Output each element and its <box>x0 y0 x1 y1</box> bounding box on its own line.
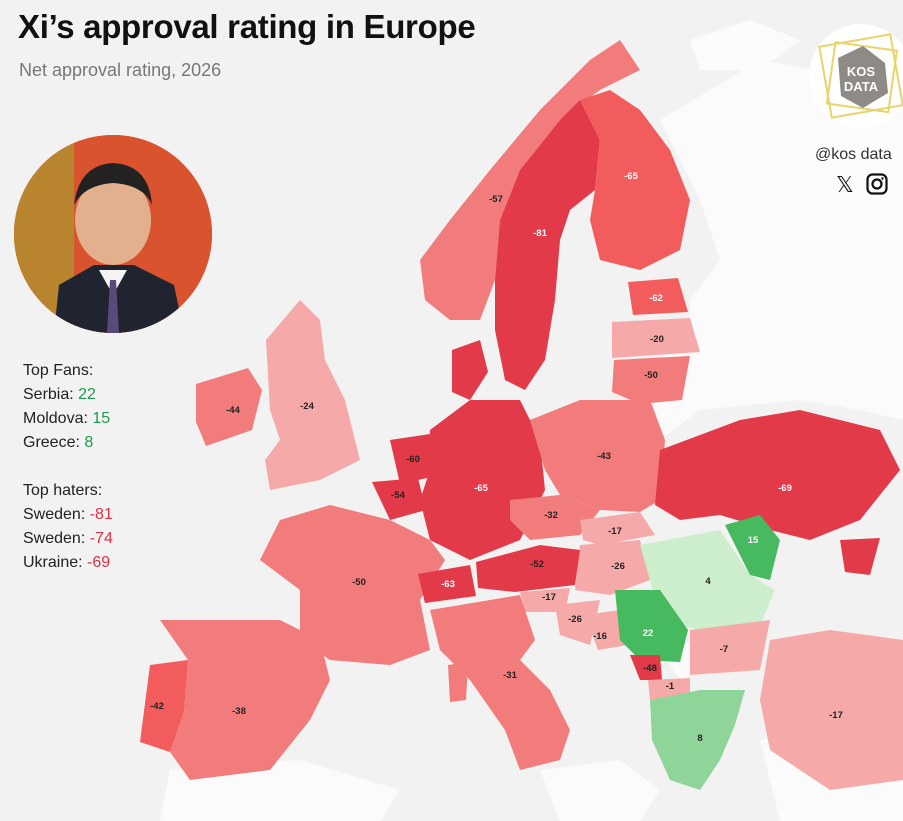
region-italy <box>430 595 570 770</box>
haters-heading: Top haters: <box>23 482 103 499</box>
label-czechia: -32 <box>544 510 558 521</box>
region-latvia <box>612 318 700 358</box>
region-estonia <box>628 278 688 315</box>
label-bulgaria: -7 <box>720 644 728 655</box>
label-norway: -57 <box>489 194 503 205</box>
label-serbia: 22 <box>643 628 654 639</box>
region-poland <box>530 400 665 512</box>
label-romania: 4 <box>705 576 711 587</box>
label-slovenia: -17 <box>542 592 556 603</box>
svg-text:DATA: DATA <box>844 79 879 94</box>
region-serbia <box>615 590 688 662</box>
region-lithuania <box>612 356 690 404</box>
label-france: -50 <box>352 577 366 588</box>
region-denmark <box>452 340 488 400</box>
region-crimea <box>840 538 880 575</box>
credit-handle: @kos data <box>815 146 892 163</box>
region-hungary <box>575 540 650 595</box>
region-sweden <box>495 100 600 390</box>
label-ireland: -44 <box>226 405 240 416</box>
label-greece: 8 <box>697 733 702 744</box>
hater-row: Sweden: -74 <box>23 530 113 547</box>
region-switzerland <box>418 565 476 603</box>
page-title: Xi’s approval rating in Europe <box>18 8 476 45</box>
label-bosnia: -16 <box>593 631 607 642</box>
label-sweden: -81 <box>533 228 547 239</box>
hater-row: Ukraine: -69 <box>23 554 111 571</box>
region-sardinia <box>448 662 468 702</box>
region-bulgaria <box>690 620 770 675</box>
label-estonia: -62 <box>649 293 663 304</box>
region-ireland <box>196 368 262 446</box>
region-turkey <box>760 630 903 790</box>
label-finland: -65 <box>624 171 638 182</box>
region-czechia <box>510 495 600 540</box>
region-moldova <box>725 515 780 580</box>
label-slovakia: -17 <box>608 526 622 537</box>
label-montenegro: -48 <box>643 663 657 674</box>
label-lithuania: -50 <box>644 370 658 381</box>
region-montenegro <box>630 655 662 680</box>
portrait-photo <box>14 135 212 333</box>
legend: Top Fans: Serbia: 22 Moldova: 15 Greece:… <box>23 359 113 575</box>
label-portugal: -42 <box>150 701 164 712</box>
region-croatia <box>555 600 600 645</box>
label-switzerland: -63 <box>441 579 455 590</box>
label-moldova: 15 <box>748 535 759 546</box>
label-germany: -65 <box>474 483 488 494</box>
label-latvia: -20 <box>650 334 664 345</box>
label-uk: -24 <box>300 401 314 412</box>
region-spain <box>160 620 330 780</box>
label-italy: -31 <box>503 670 517 681</box>
region-portugal <box>140 660 188 752</box>
social-icons: 𝕏 <box>836 172 894 198</box>
region-norway <box>420 40 640 320</box>
region-netherlands <box>390 434 436 484</box>
region-greece <box>650 690 745 790</box>
label-turkey: -17 <box>829 710 843 721</box>
label-croatia: -26 <box>568 614 582 625</box>
page-subtitle: Net approval rating, 2026 <box>19 60 222 80</box>
svg-text:KOS: KOS <box>847 64 876 79</box>
x-icon[interactable]: 𝕏 <box>836 172 854 197</box>
region-bosnia <box>585 610 628 650</box>
region-ukraine <box>655 410 900 540</box>
fan-row: Moldova: 15 <box>23 410 111 427</box>
kos-data-logo: KOS DATA <box>809 24 903 128</box>
region-austria <box>476 545 580 592</box>
label-spain: -38 <box>232 706 246 717</box>
fan-row: Serbia: 22 <box>23 386 96 403</box>
region-romania <box>640 530 775 630</box>
label-poland: -43 <box>597 451 611 462</box>
hater-row: Sweden: -81 <box>23 506 113 523</box>
region-belgium <box>372 478 426 520</box>
region-slovakia <box>580 512 655 545</box>
region-uk <box>265 300 360 490</box>
label-ukraine: -69 <box>778 483 792 494</box>
fans-heading: Top Fans: <box>23 362 94 379</box>
region-france <box>260 505 445 665</box>
label-belgium: -54 <box>391 490 405 501</box>
fan-row: Greece: 8 <box>23 434 94 451</box>
label-austria: -52 <box>530 559 544 570</box>
label-netherlands: -60 <box>406 454 420 465</box>
label-north-macedonia: -1 <box>666 681 675 692</box>
label-hungary: -26 <box>611 561 625 572</box>
region-finland <box>580 90 690 270</box>
instagram-icon[interactable] <box>866 172 888 197</box>
